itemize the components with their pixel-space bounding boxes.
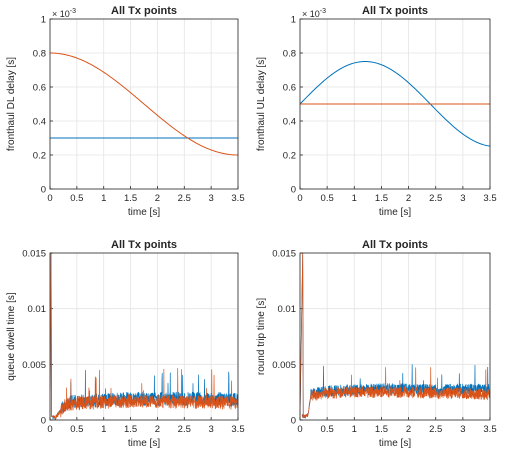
x-tick-label: 1 bbox=[352, 193, 357, 204]
series-group bbox=[50, 52, 238, 156]
subplot-3: 0 0.5 1 1.5 2 2.5 3 3.5 0 0.005 0.01 0.015 All Tx po… bbox=[6, 239, 245, 449]
series-line-1 bbox=[300, 61, 490, 147]
x-tick-label: 0.5 bbox=[321, 193, 334, 204]
x-tick-label: 0.5 bbox=[70, 424, 83, 435]
x-axis-label: time [s] bbox=[128, 438, 160, 449]
x-tick-label: 3.5 bbox=[483, 193, 496, 204]
subplot-title: All Tx points bbox=[362, 5, 428, 17]
y-tick-label: 0.01 bbox=[28, 304, 47, 315]
series-group bbox=[300, 61, 490, 147]
x-tick-label: 2 bbox=[406, 193, 411, 204]
axes-box bbox=[49, 252, 239, 421]
series-group bbox=[300, 253, 490, 419]
y-tick-label: 0.2 bbox=[33, 151, 46, 162]
series-group bbox=[50, 253, 238, 420]
subplot-title: All Tx points bbox=[111, 5, 177, 17]
y-tick-label: 0.4 bbox=[33, 117, 46, 128]
series-line-2 bbox=[300, 253, 490, 419]
x-tick-label: 3.5 bbox=[231, 424, 244, 435]
y-tick-label: 0.8 bbox=[283, 49, 296, 60]
y-tick-label: 0.015 bbox=[272, 249, 296, 260]
x-tick-label: 0 bbox=[47, 424, 52, 435]
y-tick-label: 0.005 bbox=[22, 360, 46, 371]
axis-exponent-label: × 10-3 bbox=[52, 8, 76, 19]
x-tick-label: 3.5 bbox=[231, 193, 244, 204]
x-tick-label: 1 bbox=[352, 424, 357, 435]
x-tick-label: 1.5 bbox=[375, 424, 388, 435]
x-tick-label: 2.5 bbox=[178, 424, 191, 435]
y-tick-label: 0 bbox=[41, 185, 46, 196]
x-tick-label: 0 bbox=[297, 193, 302, 204]
axes-box bbox=[299, 252, 491, 421]
x-tick-label: 2.5 bbox=[429, 193, 442, 204]
x-tick-label: 0 bbox=[47, 193, 52, 204]
y-tick-label: 0.005 bbox=[272, 360, 296, 371]
x-tick-label: 1.5 bbox=[375, 193, 388, 204]
y-axis-label: round trip time [s] bbox=[256, 298, 267, 375]
x-tick-label: 0 bbox=[297, 424, 302, 435]
series-line-2 bbox=[50, 253, 238, 420]
subplot-title: All Tx points bbox=[362, 239, 428, 251]
y-tick-label: 0 bbox=[291, 185, 296, 196]
y-axis-label: queue dwell time [s] bbox=[6, 292, 17, 381]
x-tick-label: 2.5 bbox=[178, 193, 191, 204]
y-tick-label: 0.8 bbox=[33, 49, 46, 60]
y-tick-label: 0.01 bbox=[278, 304, 297, 315]
x-axis-label: time [s] bbox=[379, 207, 411, 218]
y-axis-label: fronthaul DL delay [s] bbox=[6, 57, 17, 151]
y-tick-label: 0 bbox=[41, 416, 46, 427]
y-tick-label: 0.2 bbox=[283, 151, 296, 162]
x-tick-label: 0.5 bbox=[321, 424, 334, 435]
x-tick-label: 3 bbox=[208, 193, 213, 204]
x-tick-label: 2 bbox=[155, 193, 160, 204]
x-tick-label: 2.5 bbox=[429, 424, 442, 435]
x-axis-label: time [s] bbox=[128, 207, 160, 218]
y-tick-label: 0.6 bbox=[283, 83, 296, 94]
subplot-title: All Tx points bbox=[111, 239, 177, 251]
x-tick-label: 1 bbox=[101, 424, 106, 435]
subplot-2: 0 0.5 1 1.5 2 2.5 3 3.5 0 0.2 0.4 0.6 0.8 1 All Tx poi… bbox=[256, 5, 497, 218]
y-tick-label: 0.4 bbox=[283, 117, 296, 128]
x-tick-label: 3 bbox=[460, 424, 465, 435]
x-tick-label: 3.5 bbox=[483, 424, 496, 435]
y-axis-label: fronthaul UL delay [s] bbox=[256, 57, 267, 151]
x-tick-label: 0.5 bbox=[70, 193, 83, 204]
x-tick-label: 1.5 bbox=[124, 424, 137, 435]
axis-exponent-label: × 10-3 bbox=[302, 8, 326, 19]
subplot-4: 0 0.5 1 1.5 2 2.5 3 3.5 0 0.005 0.01 0.015 All Tx po… bbox=[256, 239, 497, 449]
axes-box bbox=[49, 18, 239, 190]
x-tick-label: 1.5 bbox=[124, 193, 137, 204]
series-line-2 bbox=[50, 52, 238, 156]
y-tick-label: 0.015 bbox=[22, 249, 46, 260]
subplot-1: 0 0.5 1 1.5 2 2.5 3 3.5 0 0.2 0.4 0.6 0.8 1 All Tx poi… bbox=[6, 5, 245, 218]
x-tick-label: 3 bbox=[208, 424, 213, 435]
y-tick-label: 1 bbox=[41, 15, 46, 26]
y-tick-label: 0.6 bbox=[33, 83, 46, 94]
x-tick-label: 2 bbox=[155, 424, 160, 435]
x-tick-label: 2 bbox=[406, 424, 411, 435]
x-tick-label: 1 bbox=[101, 193, 106, 204]
axes-box bbox=[299, 18, 491, 190]
y-tick-label: 0 bbox=[291, 416, 296, 427]
y-tick-label: 1 bbox=[291, 15, 296, 26]
x-tick-label: 3 bbox=[460, 193, 465, 204]
x-axis-label: time [s] bbox=[379, 438, 411, 449]
